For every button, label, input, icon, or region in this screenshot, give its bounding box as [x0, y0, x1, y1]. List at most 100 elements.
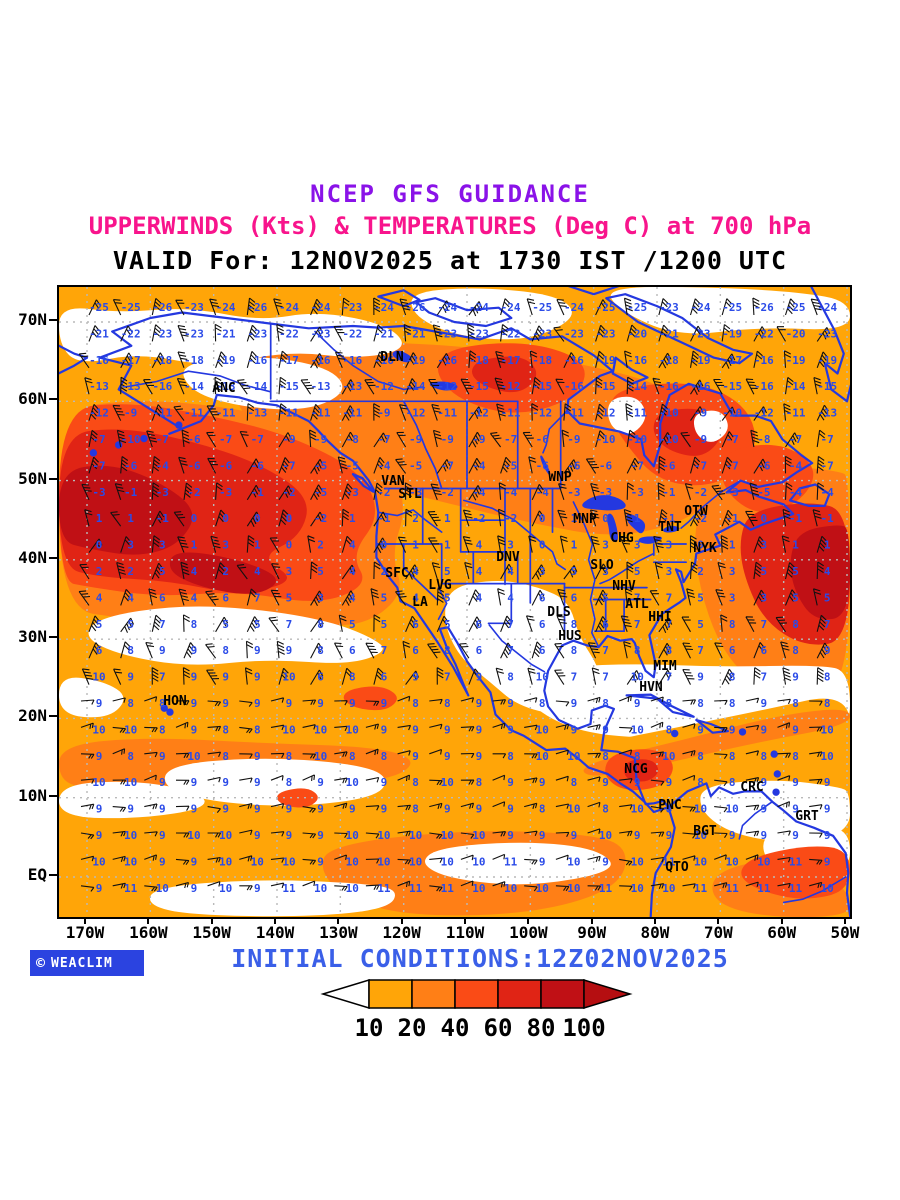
svg-text:7: 7 — [824, 618, 831, 631]
svg-text:9: 9 — [159, 855, 166, 868]
svg-text:9: 9 — [412, 750, 419, 763]
colorbar-segment — [411, 979, 456, 1009]
svg-text:4: 4 — [191, 591, 198, 604]
station-label-hus: HUS — [558, 629, 582, 644]
svg-text:10: 10 — [314, 882, 327, 895]
svg-text:5: 5 — [159, 565, 166, 578]
lat-tick-label: 70N — [18, 310, 47, 329]
svg-text:-22: -22 — [754, 327, 774, 340]
svg-text:-11: -11 — [184, 407, 204, 420]
svg-text:-7: -7 — [694, 459, 707, 472]
svg-text:9: 9 — [381, 723, 388, 736]
svg-text:-25: -25 — [786, 301, 806, 314]
svg-text:8: 8 — [729, 776, 736, 789]
svg-text:7: 7 — [697, 644, 704, 657]
colorbar-tick-label: 10 — [355, 1014, 384, 1042]
svg-text:-9: -9 — [694, 407, 707, 420]
colorbar: 10 20 40 60 80 100 — [320, 978, 633, 1042]
title-variables: UPPERWINDS (Kts) & TEMPERATURES (Deg C) … — [88, 212, 812, 240]
lon-tick-label: 170W — [65, 923, 105, 942]
svg-text:8: 8 — [697, 697, 704, 710]
svg-text:10: 10 — [282, 855, 295, 868]
svg-text:9: 9 — [96, 829, 103, 842]
svg-text:6: 6 — [222, 591, 229, 604]
svg-text:4: 4 — [127, 591, 134, 604]
svg-text:-6: -6 — [187, 433, 201, 446]
svg-text:-3: -3 — [567, 486, 580, 499]
svg-text:10: 10 — [662, 750, 675, 763]
svg-text:-1: -1 — [251, 486, 265, 499]
svg-text:9: 9 — [729, 829, 736, 842]
svg-text:-2: -2 — [504, 512, 517, 525]
svg-text:-11: -11 — [279, 407, 299, 420]
svg-text:3: 3 — [127, 539, 134, 552]
colorbar-segment — [368, 979, 413, 1009]
svg-text:9: 9 — [602, 723, 609, 736]
svg-text:9: 9 — [286, 803, 293, 816]
svg-text:2: 2 — [381, 565, 388, 578]
lon-tick — [84, 917, 86, 924]
svg-text:8: 8 — [539, 803, 546, 816]
svg-text:10: 10 — [219, 882, 232, 895]
station-label-bgt: BGT — [693, 824, 717, 839]
svg-text:8: 8 — [666, 697, 673, 710]
svg-text:10: 10 — [346, 882, 359, 895]
lat-tick — [49, 874, 57, 876]
map-frame: -25 -25 -26 -23 -24 -26 -24 -24 -23 -24 -26 -24 -24-… — [57, 281, 852, 919]
svg-text:8: 8 — [222, 644, 229, 657]
svg-text:7: 7 — [666, 591, 673, 604]
svg-text:8: 8 — [286, 750, 293, 763]
svg-text:0: 0 — [96, 539, 103, 552]
svg-text:9: 9 — [159, 644, 166, 657]
svg-text:-12: -12 — [469, 407, 489, 420]
lon-tick — [273, 917, 276, 924]
svg-text:8: 8 — [317, 618, 324, 631]
svg-text:-16: -16 — [659, 380, 679, 393]
station-label-atl: ATL — [625, 597, 649, 612]
svg-text:7: 7 — [571, 671, 578, 684]
svg-text:10: 10 — [694, 855, 707, 868]
svg-text:9: 9 — [507, 803, 514, 816]
lat-tick — [49, 715, 57, 718]
station-label-hhi: HHI — [648, 610, 671, 625]
svg-text:-3: -3 — [346, 486, 359, 499]
svg-text:-2: -2 — [694, 512, 707, 525]
svg-text:-25: -25 — [532, 301, 552, 314]
svg-text:-19: -19 — [817, 354, 837, 367]
lon-tick-label: 160W — [129, 923, 168, 942]
svg-text:-24: -24 — [501, 301, 521, 314]
svg-text:6: 6 — [96, 644, 103, 657]
svg-text:8: 8 — [507, 750, 514, 763]
svg-text:-16: -16 — [564, 354, 584, 367]
svg-text:-14: -14 — [786, 380, 806, 393]
svg-text:10: 10 — [599, 829, 612, 842]
svg-text:-23: -23 — [152, 327, 172, 340]
svg-text:3: 3 — [729, 591, 736, 604]
svg-text:5: 5 — [96, 618, 103, 631]
svg-text:8: 8 — [666, 723, 673, 736]
svg-text:9: 9 — [634, 697, 641, 710]
svg-text:-12: -12 — [437, 380, 457, 393]
svg-text:-19: -19 — [596, 354, 616, 367]
svg-text:6: 6 — [476, 644, 483, 657]
svg-text:9: 9 — [159, 829, 166, 842]
svg-text:10: 10 — [92, 723, 105, 736]
svg-text:11: 11 — [441, 882, 455, 895]
lat-tick — [49, 556, 57, 559]
svg-text:-9: -9 — [377, 407, 390, 420]
svg-text:9: 9 — [96, 750, 103, 763]
svg-text:8: 8 — [349, 750, 356, 763]
station-label-slo: SLO — [590, 558, 614, 573]
svg-text:6: 6 — [729, 644, 736, 657]
svg-text:11: 11 — [409, 882, 423, 895]
colorbar-tick-label: 40 — [441, 1014, 470, 1042]
svg-text:5: 5 — [444, 618, 451, 631]
svg-text:9: 9 — [127, 671, 134, 684]
svg-text:-6: -6 — [662, 459, 676, 472]
svg-text:-16: -16 — [247, 354, 267, 367]
svg-text:-13: -13 — [311, 380, 331, 393]
svg-text:8: 8 — [127, 644, 134, 657]
svg-text:-21: -21 — [216, 327, 236, 340]
svg-text:10: 10 — [631, 882, 644, 895]
svg-text:-5: -5 — [504, 459, 517, 472]
